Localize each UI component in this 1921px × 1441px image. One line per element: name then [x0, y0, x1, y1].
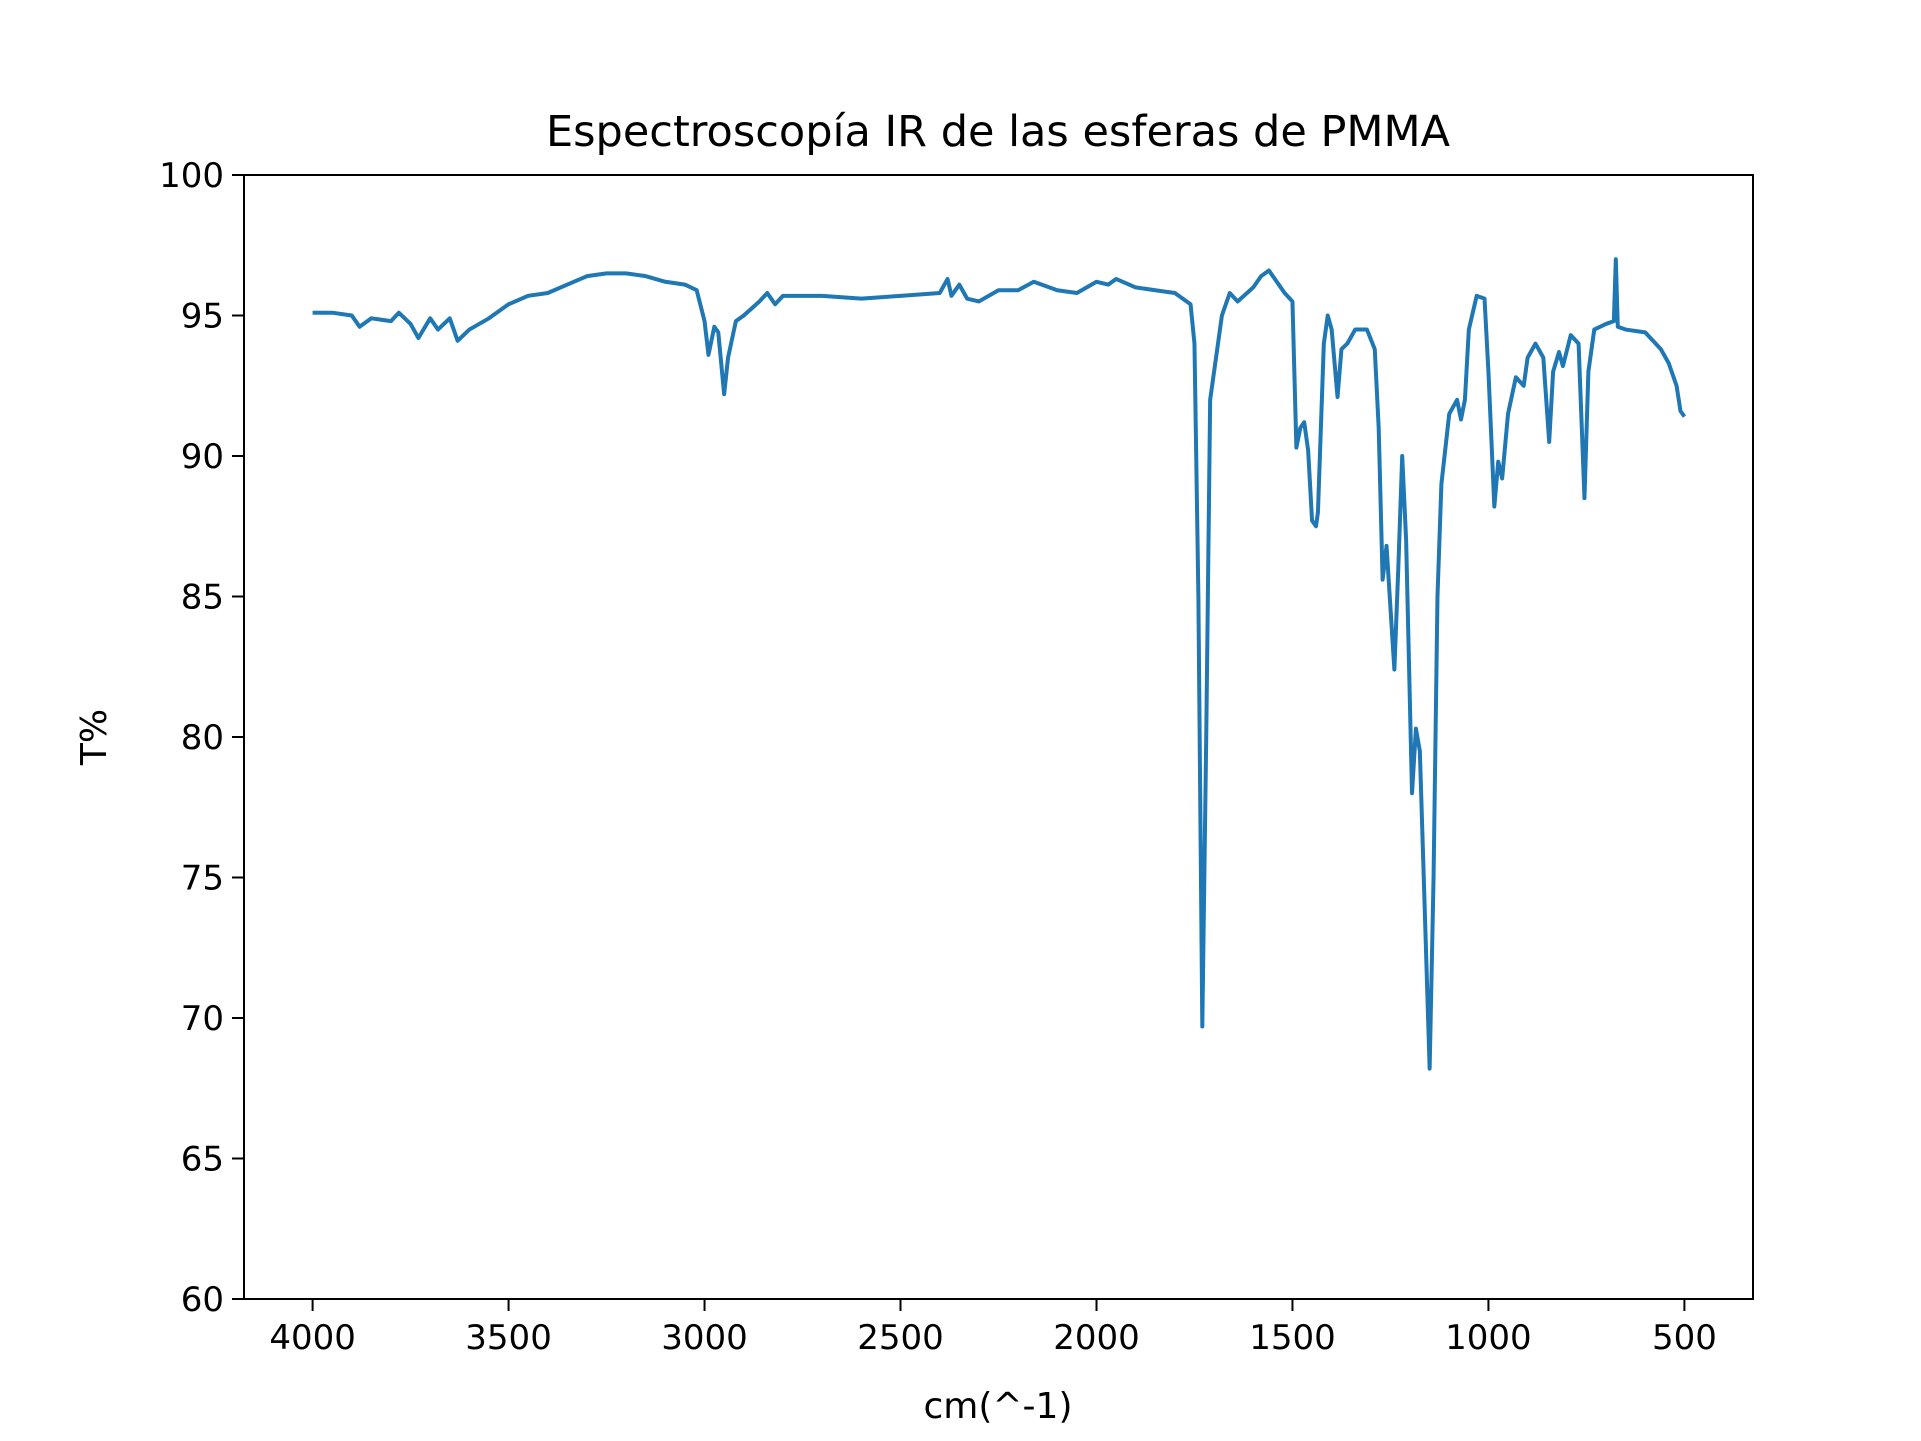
chart-title: Espectroscopía IR de las esferas de PMMA — [546, 107, 1451, 157]
y-tick-label: 60 — [181, 1280, 224, 1320]
plot-frame — [243, 174, 1754, 1300]
y-tick-label: 100 — [159, 156, 224, 196]
x-tick-label: 3000 — [661, 1318, 748, 1358]
y-tick-label: 70 — [181, 999, 224, 1039]
y-tick-label: 95 — [181, 297, 224, 337]
x-tick-label: 4000 — [269, 1318, 356, 1358]
y-tick-label: 85 — [181, 578, 224, 618]
y-tick-label: 80 — [181, 718, 224, 758]
x-tick-label: 2500 — [857, 1318, 944, 1358]
x-tick-label: 3500 — [465, 1318, 552, 1358]
x-tick-label: 1000 — [1445, 1318, 1532, 1358]
y-tick-label: 90 — [181, 437, 224, 477]
y-tick-label: 75 — [181, 859, 224, 899]
y-axis-label: T% — [74, 709, 115, 766]
x-tick-label: 1500 — [1249, 1318, 1336, 1358]
spectrum-line — [312, 257, 1687, 1071]
x-tick-label: 2000 — [1053, 1318, 1140, 1358]
y-tick-label: 65 — [181, 1140, 224, 1180]
x-tick-label: 500 — [1652, 1318, 1717, 1358]
x-axis-label: cm(^-1) — [923, 1386, 1072, 1427]
